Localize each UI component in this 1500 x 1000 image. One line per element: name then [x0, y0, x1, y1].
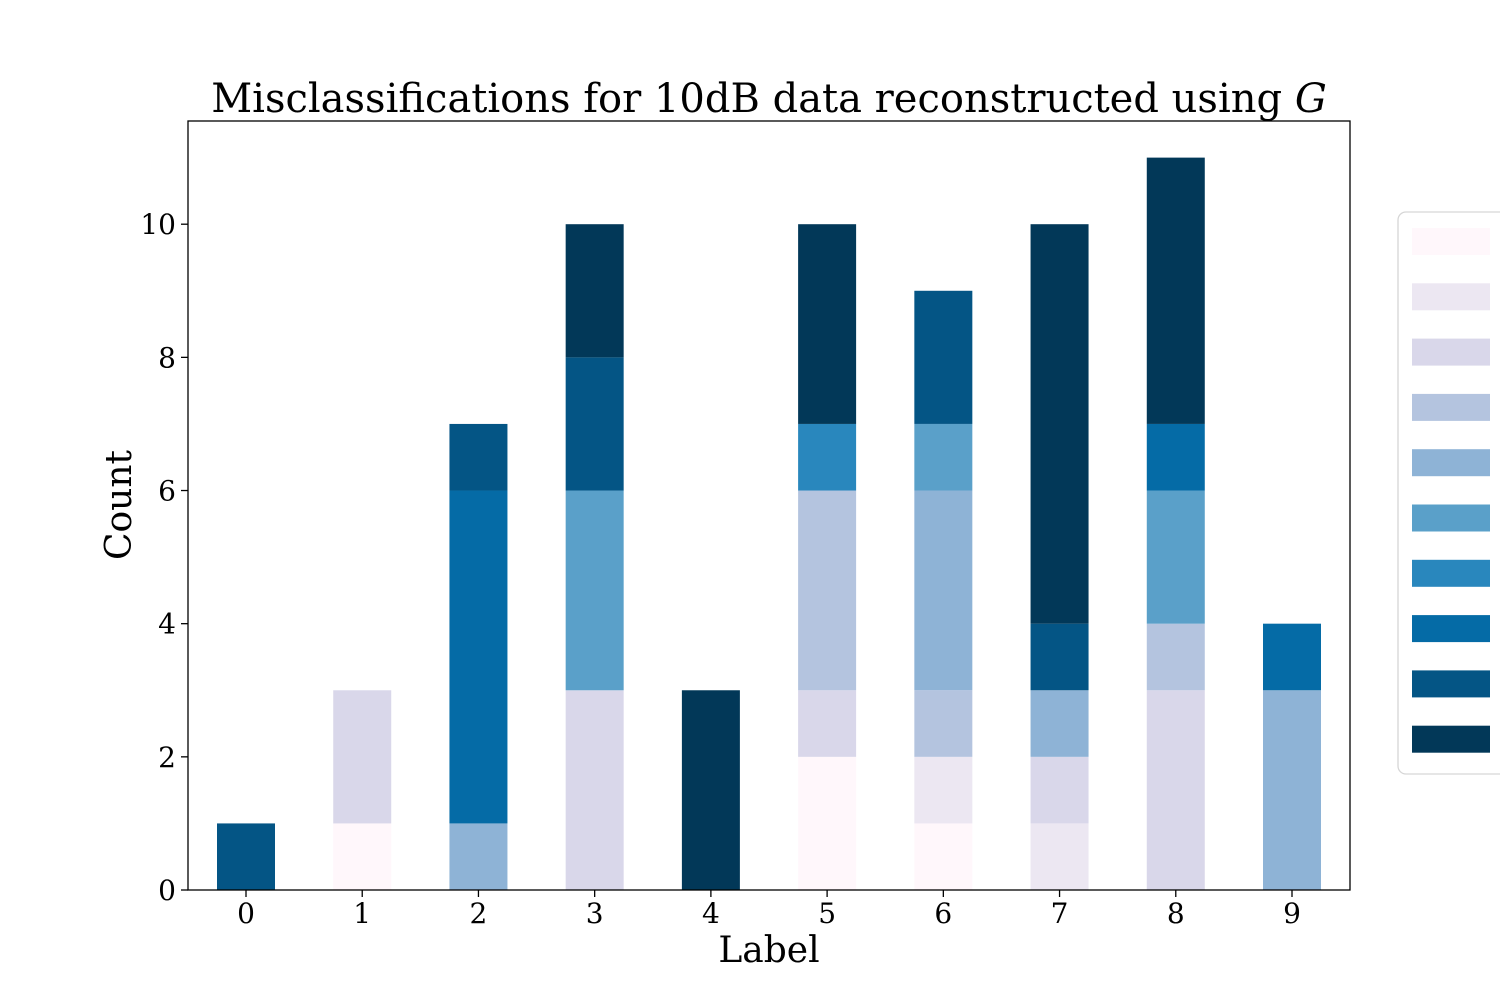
bar-segment-7-9: [1030, 224, 1089, 624]
x-tick-label: 5: [818, 897, 836, 930]
x-axis: 0 1 2 3 4 5 6 7 8 9: [237, 890, 1301, 930]
x-tick-label: 7: [1051, 897, 1069, 930]
bar-segment-7-1: [1030, 823, 1089, 890]
legend-swatch-3: [1412, 393, 1490, 421]
bar-segment-9-4: [1263, 690, 1321, 890]
bar-segment-7-4: [1030, 690, 1089, 757]
bar-segment-8-7: [1146, 423, 1205, 491]
x-tick-label: 6: [934, 897, 952, 930]
x-tick-label: 8: [1167, 897, 1185, 930]
bar-segment-6-0: [914, 823, 973, 890]
bar-segment-5-2: [798, 690, 857, 757]
legend: [1397, 211, 1500, 775]
x-tick-label: 4: [702, 897, 720, 930]
legend-swatch-0: [1412, 228, 1490, 255]
chart-title-symbol: G: [1295, 76, 1327, 122]
y-tick-label: 0: [158, 874, 176, 907]
bar-segment-2-4: [449, 823, 508, 890]
bar-segment-7-8: [1030, 623, 1089, 691]
bars-layer: [217, 157, 1321, 890]
legend-swatch-8: [1412, 670, 1490, 698]
bar-segment-7-2: [1030, 756, 1089, 824]
chart-title: Misclassifications for 10dB data reconst…: [211, 76, 1327, 122]
x-tick-label: 0: [237, 897, 255, 930]
bar-segment-6-5: [914, 423, 973, 491]
bar-segment-3-5: [565, 490, 624, 691]
y-tick-label: 4: [158, 608, 176, 641]
legend-swatch-4: [1412, 449, 1490, 477]
x-tick-label: 3: [586, 897, 604, 930]
y-tick-label: 2: [158, 741, 176, 774]
y-axis: 0 2 4 6 8 10: [140, 208, 188, 907]
bar-segment-2-8: [449, 423, 508, 491]
legend-swatch-1: [1412, 283, 1490, 311]
bar-segment-6-8: [914, 290, 973, 424]
legend-swatch-2: [1412, 338, 1490, 366]
bar-segment-6-3: [914, 690, 973, 757]
x-tick-label: 9: [1283, 897, 1301, 930]
legend-swatch-7: [1412, 615, 1490, 643]
bar-segment-5-0: [798, 756, 857, 890]
y-tick-label: 10: [140, 208, 176, 241]
bar-segment-0-8: [217, 823, 275, 890]
y-axis-label: Count: [99, 449, 140, 560]
bar-segment-8-9: [1146, 157, 1205, 424]
bar-segment-8-3: [1146, 623, 1205, 691]
plot-frame: [187, 120, 1351, 891]
x-tick-label: 1: [353, 897, 371, 930]
bar-segment-6-4: [914, 490, 973, 691]
x-tick-label: 2: [470, 897, 488, 930]
y-tick-label: 6: [158, 475, 176, 508]
bar-segment-3-2: [565, 690, 624, 890]
bar-segment-5-3: [798, 490, 857, 691]
legend-swatch-6: [1412, 559, 1490, 587]
bar-segment-1-2: [333, 690, 392, 824]
bar-segment-9-7: [1263, 623, 1321, 691]
bar-segment-8-2: [1146, 690, 1205, 890]
bar-segment-5-6: [798, 423, 857, 491]
legend-swatch-9: [1412, 725, 1490, 753]
bar-segment-3-9: [565, 224, 624, 358]
chart-title-text: Misclassifications for 10dB data reconst…: [211, 76, 1282, 122]
bar-segment-8-5: [1146, 490, 1205, 624]
bar-segment-4-9: [681, 690, 740, 890]
bar-segment-2-7: [449, 490, 508, 824]
x-axis-label: Label: [718, 930, 819, 971]
legend-swatch-5: [1412, 504, 1490, 532]
bar-segment-6-1: [914, 756, 973, 824]
y-tick-label: 8: [158, 341, 176, 374]
bar-segment-1-0: [333, 823, 392, 890]
bar-segment-3-8: [565, 357, 624, 491]
bar-segment-5-9: [798, 224, 857, 424]
